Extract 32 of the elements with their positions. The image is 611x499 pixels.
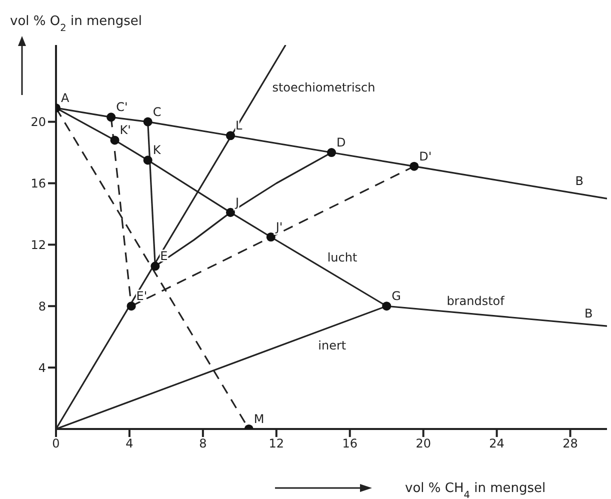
annotation: G xyxy=(392,289,401,304)
annotation: brandstof xyxy=(446,294,506,308)
y-tick-label: 16 xyxy=(30,176,46,190)
x-tick-label: 16 xyxy=(342,436,358,451)
x-axis-title: vol % CH$_{4}$ in mengsel xyxy=(405,481,546,499)
annotation: K xyxy=(152,143,162,158)
annotation: M xyxy=(254,412,264,426)
annotation: stoechiometrisch xyxy=(272,80,376,95)
x-tick-label: 0 xyxy=(52,436,60,451)
y-tick-label: 12 xyxy=(30,238,46,252)
annotation: C xyxy=(152,104,162,119)
annotation: D' xyxy=(419,149,432,164)
annotation: lucht xyxy=(327,250,358,265)
annotation: inert xyxy=(318,338,346,352)
annotation: A xyxy=(61,90,70,105)
x-tick-label: 20 xyxy=(416,436,431,451)
x-tick-label: 28 xyxy=(562,436,578,451)
x-tick-label: 12 xyxy=(268,436,284,451)
y-axis-title: vol % O$_{2}$ in mengsel xyxy=(10,14,142,34)
annotation: K' xyxy=(120,123,131,138)
y-tick-label: 4 xyxy=(38,360,46,375)
annotation: J xyxy=(234,195,240,210)
x-tick-label: 8 xyxy=(199,436,207,451)
x-tick-label: 24 xyxy=(489,436,504,451)
annotation: B xyxy=(584,306,593,320)
x-tick-label: 4 xyxy=(126,436,134,451)
annotation: D xyxy=(336,136,346,150)
annotation: B xyxy=(575,174,584,188)
annotation: J' xyxy=(274,220,283,234)
annotation: C' xyxy=(116,100,128,114)
y-tick-label: 20 xyxy=(30,115,46,130)
y-tick-label: 8 xyxy=(38,299,46,314)
